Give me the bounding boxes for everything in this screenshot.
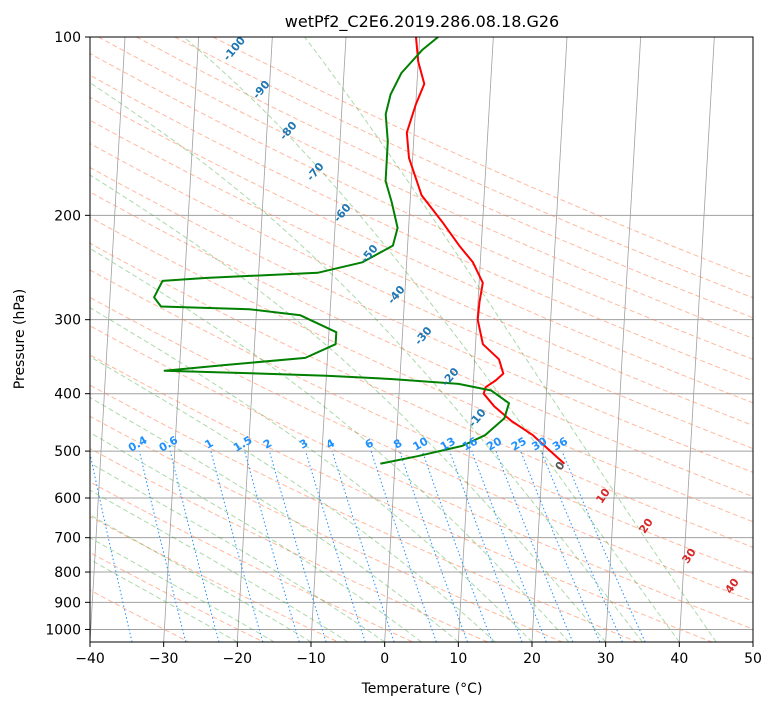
isotherm-gridline xyxy=(457,37,494,642)
mixing-ratio-line xyxy=(268,450,327,642)
moist-adiabat-line xyxy=(90,431,422,642)
x-axis-label: Temperature (°C) xyxy=(361,681,483,697)
data-series xyxy=(153,37,566,465)
isotherm-gridline xyxy=(90,37,126,642)
dry-adiabat-line xyxy=(136,37,753,319)
moist-adiabat-line xyxy=(90,247,570,642)
mixing-ratio-line xyxy=(449,450,523,642)
dry-adiabat-line xyxy=(90,481,414,642)
x-tick-label: 40 xyxy=(670,651,688,667)
x-tick-label: −40 xyxy=(75,651,105,667)
moist-adiabat-line xyxy=(90,514,312,642)
mixing-ratio-line xyxy=(421,450,493,642)
mixing-ratio-line xyxy=(471,450,547,642)
x-tick-label: −10 xyxy=(296,651,326,667)
isotherm-gridline xyxy=(236,37,273,642)
mixing-ratio-line xyxy=(520,450,601,642)
y-tick-label: 1000 xyxy=(45,622,81,638)
y-axis-label: Pressure (hPa) xyxy=(12,289,28,389)
moist-adiabat-line xyxy=(90,307,533,642)
x-tick-label: −30 xyxy=(149,651,179,667)
moist-adiabat-line xyxy=(90,397,459,642)
mixing-ratio-line xyxy=(90,451,133,642)
axes: −40 −30 −20 −10 0 10 20 30 40 50 100 200 300 400 500 60… xyxy=(45,30,762,667)
isotherm-gridline xyxy=(384,37,421,642)
dry-adiabat-line xyxy=(90,589,190,642)
y-tick-label: 200 xyxy=(54,208,81,224)
dry-adiabat-line xyxy=(90,242,753,548)
mixing-ratio-line xyxy=(561,450,646,642)
mixing-ratio-line xyxy=(210,450,264,642)
dry-adiabat-line xyxy=(90,552,264,642)
moist-adiabat-line xyxy=(90,82,643,642)
dry-adiabat-line xyxy=(90,354,712,642)
y-tick-label: 400 xyxy=(54,387,81,403)
y-tick-label: 900 xyxy=(54,595,81,611)
mixing-ratio-line xyxy=(495,450,574,642)
dry-adiabat-line xyxy=(90,269,753,575)
dry-adiabat-line xyxy=(90,166,753,473)
plot-frame xyxy=(89,36,754,643)
dewpoint-profile-line xyxy=(153,37,510,465)
dry-adiabat-line xyxy=(90,216,753,523)
background-lines xyxy=(90,37,753,642)
mixing-ratio-line xyxy=(138,450,187,642)
plot-background xyxy=(90,37,753,642)
moist-adiabat-line xyxy=(304,37,717,642)
y-tick-label: 500 xyxy=(54,444,81,460)
dry-adiabat-line xyxy=(90,448,488,642)
mixing-ratio-line xyxy=(399,450,468,642)
y-tick-label: 600 xyxy=(54,491,81,507)
dry-adiabat-line xyxy=(90,74,753,382)
mixing-ratio-line xyxy=(370,450,437,642)
x-tick-label: 20 xyxy=(523,651,541,667)
dry-adiabat-line xyxy=(90,143,753,450)
x-tick-label: 30 xyxy=(597,651,615,667)
isotherm-gridline xyxy=(678,37,715,642)
mixing-ratio-line xyxy=(244,450,300,642)
moist-adiabat-line xyxy=(90,537,275,642)
x-tick-label: −20 xyxy=(223,651,253,667)
y-tick-label: 300 xyxy=(54,313,81,329)
y-tick-label: 800 xyxy=(54,565,81,581)
isotherm-gridline xyxy=(752,635,753,642)
mixing-ratio-line xyxy=(305,450,366,642)
isotherm-gridline xyxy=(531,37,568,642)
y-tick-label: 100 xyxy=(54,30,81,46)
mixing-ratio-line xyxy=(331,450,395,642)
isotherm-gridline xyxy=(605,37,642,642)
x-tick-label: 50 xyxy=(744,651,762,667)
chart-title: wetPf2_C2E6.2019.286.08.18.G26 xyxy=(285,12,559,32)
mixing-ratio-line xyxy=(169,450,220,642)
moist-adiabat-line xyxy=(90,462,385,642)
dry-adiabat-line xyxy=(90,325,753,630)
x-tick-label: 10 xyxy=(449,651,467,667)
dry-adiabat-line xyxy=(90,415,563,642)
moist-adiabat-line xyxy=(183,37,680,642)
isotherm-gridline xyxy=(163,37,200,642)
x-tick-label: 0 xyxy=(380,651,389,667)
mixing-ratio-line xyxy=(540,450,623,642)
y-tick-label: 700 xyxy=(54,531,81,547)
temperature-profile-line xyxy=(405,37,566,465)
isotherm-gridline xyxy=(310,37,347,642)
moist-adiabat-line xyxy=(90,356,496,642)
